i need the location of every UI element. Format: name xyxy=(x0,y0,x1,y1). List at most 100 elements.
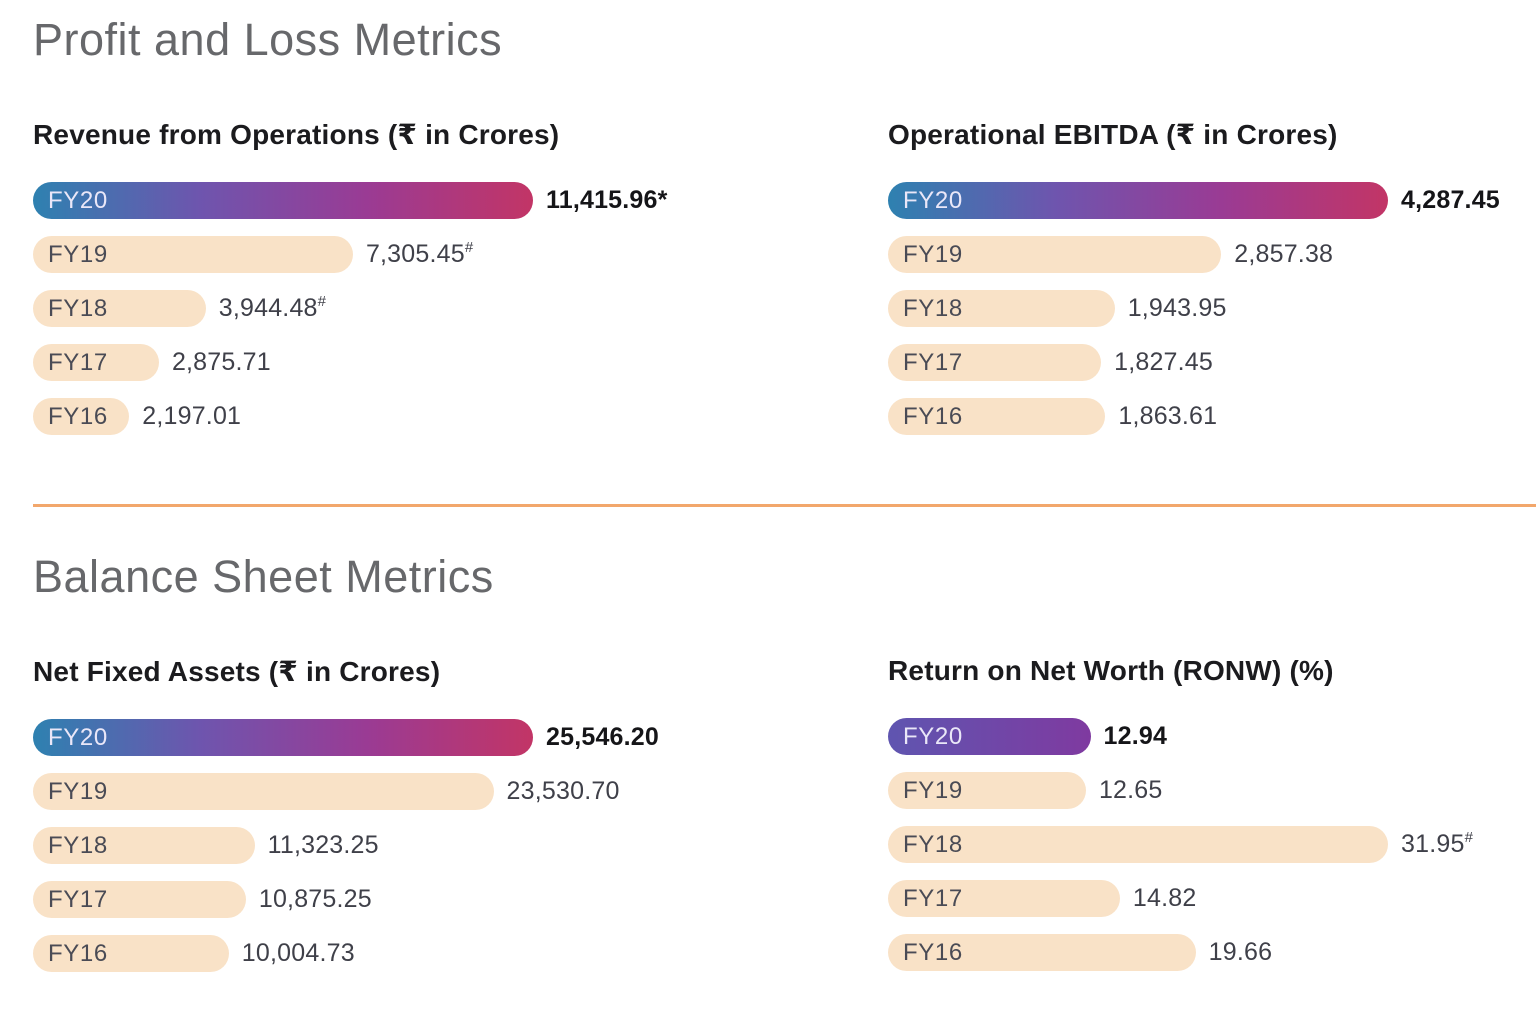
bar-row-fy17: FY17 2,875.71 xyxy=(33,344,533,381)
bar-value: 1,863.61 xyxy=(1118,402,1218,430)
bar-category-label: FY20 xyxy=(48,186,108,214)
chart-operational-ebitda: Operational EBITDA (₹ in Crores) FY20 4,2… xyxy=(888,118,1536,452)
profit-loss-charts-row: Revenue from Operations (₹ in Crores) FY… xyxy=(33,118,1536,452)
bar: FY18 xyxy=(888,290,1115,327)
value-footnote-marker: # xyxy=(317,292,327,310)
value-footnote-marker: # xyxy=(464,238,474,256)
chart-rows: FY20 12.94 FY19 12.65 FY18 31.95# FY17 14.82 FY1… xyxy=(888,718,1536,971)
bar-category-label: FY19 xyxy=(48,240,108,268)
section-heading-balance-sheet: Balance Sheet Metrics xyxy=(33,551,494,602)
chart-revenue-from-operations: Revenue from Operations (₹ in Crores) FY… xyxy=(33,118,888,452)
bar-category-label: FY20 xyxy=(903,722,963,750)
bar: FY18 xyxy=(888,826,1388,863)
bar-category-label: FY20 xyxy=(903,186,963,214)
chart-title: Operational EBITDA (₹ in Crores) xyxy=(888,119,1338,150)
chart-title: Revenue from Operations (₹ in Crores) xyxy=(33,119,560,150)
bar-value: 1,943.95 xyxy=(1127,294,1227,322)
bar-value: 19.66 xyxy=(1208,938,1273,966)
bar-category-label: FY19 xyxy=(903,240,963,268)
bar-row-fy19: FY19 7,305.45# xyxy=(33,236,533,273)
bar-row-fy18: FY18 3,944.48# xyxy=(33,290,533,327)
bar-row-fy17: FY17 1,827.45 xyxy=(888,344,1388,381)
bar-highlight: FY20 xyxy=(33,719,533,756)
bar: FY16 xyxy=(888,398,1106,435)
bar: FY16 xyxy=(33,935,229,972)
bar-category-label: FY16 xyxy=(48,939,108,967)
bar-category-label: FY16 xyxy=(903,938,963,966)
bar-row-fy16: FY16 10,004.73 xyxy=(33,935,533,972)
bar-category-label: FY18 xyxy=(48,294,108,322)
bar: FY18 xyxy=(33,827,255,864)
bar-highlight: FY20 xyxy=(33,182,533,219)
bar-value: 4,287.45 xyxy=(1401,186,1500,214)
chart-return-on-net-worth: Return on Net Worth (RONW) (%) FY20 12.94… xyxy=(888,655,1536,988)
value-footnote-marker: # xyxy=(1464,828,1474,846)
bar-value: 2,857.38 xyxy=(1234,240,1334,268)
bar-row-fy17: FY17 10,875.25 xyxy=(33,881,533,918)
chart-rows: FY20 11,415.96* FY19 7,305.45# FY18 3,944.48#… xyxy=(33,182,888,435)
bar-row-fy18: FY18 1,943.95 xyxy=(888,290,1388,327)
bar-row-fy20: FY20 11,415.96* xyxy=(33,182,667,219)
chart-title: Net Fixed Assets (₹ in Crores) xyxy=(33,656,441,687)
bar-row-fy19: FY19 12.65 xyxy=(888,772,1388,809)
bar-row-fy20: FY20 12.94 xyxy=(888,718,1388,755)
bar-row-fy19: FY19 23,530.70 xyxy=(33,773,619,810)
section-divider xyxy=(33,504,1536,507)
bar: FY16 xyxy=(33,398,130,435)
bar: FY18 xyxy=(33,290,206,327)
bar-row-fy20: FY20 25,546.20 xyxy=(33,719,659,756)
bar-category-label: FY19 xyxy=(903,776,963,804)
bar-category-label: FY19 xyxy=(48,777,108,805)
bar-category-label: FY17 xyxy=(903,348,963,376)
section-heading-profit-and-loss: Profit and Loss Metrics xyxy=(33,14,503,65)
bar-category-label: FY17 xyxy=(903,884,963,912)
bar: FY19 xyxy=(33,236,353,273)
bar-value: 12.65 xyxy=(1098,776,1163,804)
bar-value: 2,197.01 xyxy=(142,402,242,430)
chart-rows: FY20 25,546.20 FY19 23,530.70 FY18 11,323.25 F… xyxy=(33,719,888,972)
bar-value: 12.94 xyxy=(1103,722,1168,750)
bar-value: 10,004.73 xyxy=(241,939,355,967)
bar: FY19 xyxy=(888,236,1222,273)
bar-category-label: FY20 xyxy=(48,723,108,751)
bar-row-fy20: FY20 4,287.45 xyxy=(888,182,1500,219)
bar-category-label: FY18 xyxy=(48,831,108,859)
bar-row-fy16: FY16 2,197.01 xyxy=(33,398,533,435)
bar-value: 10,875.25 xyxy=(258,885,372,913)
bar-value: 7,305.45# xyxy=(365,238,474,268)
bar: FY16 xyxy=(888,934,1196,971)
bar: FY19 xyxy=(33,773,494,810)
bar-value: 3,944.48# xyxy=(218,292,327,322)
bar-row-fy17: FY17 14.82 xyxy=(888,880,1388,917)
bar-value: 11,415.96* xyxy=(546,186,668,214)
bar-row-fy18: FY18 31.95# xyxy=(888,826,1473,863)
bar: FY17 xyxy=(33,881,246,918)
bar-highlight: FY20 xyxy=(888,182,1388,219)
bar-value: 1,827.45 xyxy=(1114,348,1214,376)
bar-value: 25,546.20 xyxy=(546,723,660,751)
bar: FY19 xyxy=(888,772,1086,809)
bar-value: 31.95# xyxy=(1401,828,1474,858)
bar: FY17 xyxy=(888,880,1120,917)
bar-category-label: FY17 xyxy=(48,885,108,913)
bar-value: 11,323.25 xyxy=(267,831,379,859)
chart-rows: FY20 4,287.45 FY19 2,857.38 FY18 1,943.95 FY17… xyxy=(888,182,1536,435)
bar-highlight: FY20 xyxy=(888,718,1091,755)
bar-category-label: FY18 xyxy=(903,294,963,322)
chart-net-fixed-assets: Net Fixed Assets (₹ in Crores) FY20 25,54… xyxy=(33,655,888,989)
bar-category-label: FY16 xyxy=(903,402,963,430)
bar-category-label: FY17 xyxy=(48,348,108,376)
bar-category-label: FY18 xyxy=(903,830,963,858)
bar-row-fy16: FY16 19.66 xyxy=(888,934,1388,971)
bar-row-fy19: FY19 2,857.38 xyxy=(888,236,1388,273)
bar: FY17 xyxy=(33,344,159,381)
bar-row-fy16: FY16 1,863.61 xyxy=(888,398,1388,435)
chart-title: Return on Net Worth (RONW) (%) xyxy=(888,655,1334,686)
bar-value: 14.82 xyxy=(1132,884,1197,912)
bar: FY17 xyxy=(888,344,1102,381)
bar-value: 2,875.71 xyxy=(171,348,271,376)
balance-sheet-charts-row: Net Fixed Assets (₹ in Crores) FY20 25,54… xyxy=(33,655,1536,989)
bar-row-fy18: FY18 11,323.25 xyxy=(33,827,533,864)
bar-value: 23,530.70 xyxy=(506,777,620,805)
